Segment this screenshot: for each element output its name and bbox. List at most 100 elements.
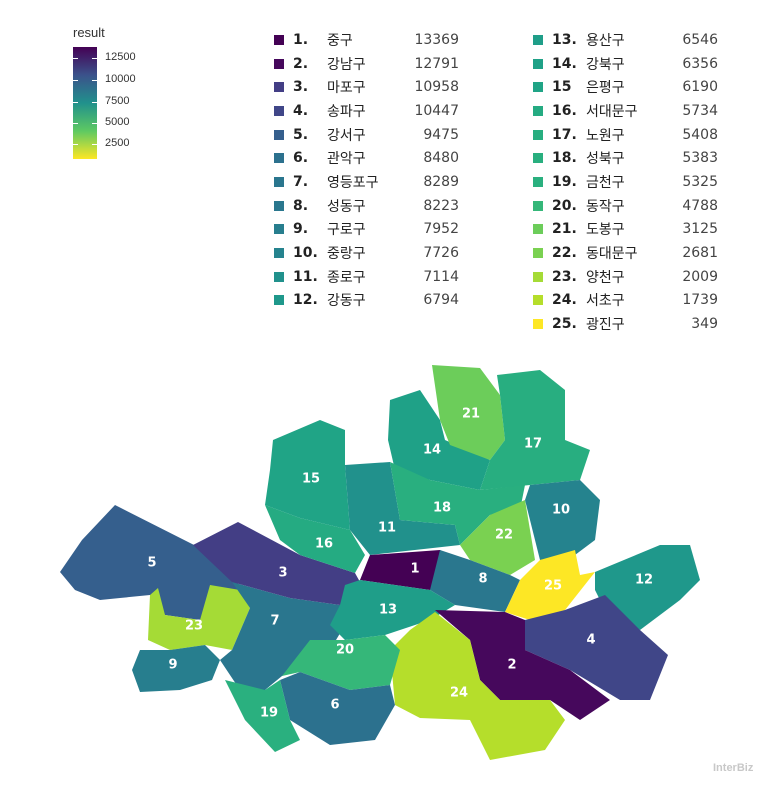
district-label: 19 bbox=[260, 706, 278, 721]
district-value: 7952 bbox=[423, 221, 459, 238]
ranking-row: 20. 동작구 4788 bbox=[533, 194, 718, 218]
district-name: 광진구 bbox=[586, 317, 625, 334]
district-25 bbox=[505, 550, 595, 620]
color-swatch bbox=[274, 82, 284, 93]
district-value: 8480 bbox=[423, 150, 459, 167]
district-label: 14 bbox=[423, 443, 441, 458]
district-label: 12 bbox=[635, 573, 653, 588]
district-label: 18 bbox=[433, 501, 451, 516]
rank-number: 10. bbox=[293, 245, 318, 262]
district-value: 2009 bbox=[682, 268, 718, 285]
color-swatch bbox=[533, 319, 543, 330]
district-6 bbox=[280, 672, 395, 745]
district-16 bbox=[265, 505, 365, 573]
district-value: 5383 bbox=[682, 150, 718, 167]
color-swatch bbox=[274, 200, 284, 211]
district-value: 1739 bbox=[682, 292, 718, 309]
district-label: 16 bbox=[315, 537, 333, 552]
district-name: 영등포구 bbox=[327, 174, 379, 191]
district-value: 7114 bbox=[423, 268, 459, 285]
rank-number: 20. bbox=[552, 197, 577, 214]
district-label: 25 bbox=[544, 579, 562, 594]
district-14 bbox=[388, 390, 490, 490]
district-name: 도봉구 bbox=[586, 222, 625, 239]
ranking-row: 7. 영등포구 8289 bbox=[274, 170, 459, 194]
colorbar-tick-label: 5000 bbox=[105, 116, 130, 128]
district-name: 마포구 bbox=[327, 80, 366, 97]
district-label: 9 bbox=[168, 658, 177, 673]
ranking-row: 14. 강북구 6356 bbox=[533, 52, 718, 76]
district-value: 13369 bbox=[414, 31, 459, 48]
district-value: 9475 bbox=[423, 126, 459, 143]
district-label: 17 bbox=[524, 437, 542, 452]
district-7 bbox=[220, 582, 345, 690]
ranking-row: 19. 금천구 5325 bbox=[533, 170, 718, 194]
district-label: 5 bbox=[147, 556, 156, 571]
district-label: 23 bbox=[185, 619, 203, 634]
district-label: 4 bbox=[586, 633, 595, 648]
district-name: 동작구 bbox=[586, 198, 625, 215]
district-24 bbox=[390, 612, 565, 760]
rank-number: 14. bbox=[552, 55, 577, 72]
district-name: 강동구 bbox=[327, 293, 366, 310]
rank-number: 17. bbox=[552, 126, 577, 143]
district-name: 서초구 bbox=[586, 293, 625, 310]
district-label: 2 bbox=[507, 658, 516, 673]
color-swatch bbox=[533, 105, 543, 116]
district-name: 종로구 bbox=[327, 269, 366, 286]
district-label: 10 bbox=[552, 503, 570, 518]
district-label: 20 bbox=[336, 643, 354, 658]
color-swatch bbox=[533, 295, 543, 306]
ranking-row: 5. 강서구 9475 bbox=[274, 123, 459, 147]
rank-number: 6. bbox=[293, 150, 309, 167]
district-value: 6794 bbox=[423, 292, 459, 309]
district-value: 5408 bbox=[682, 126, 718, 143]
district-name: 강북구 bbox=[586, 56, 625, 73]
color-swatch bbox=[274, 58, 284, 69]
color-swatch bbox=[533, 153, 543, 164]
district-name: 강남구 bbox=[327, 56, 366, 73]
ranking-row: 23. 양천구 2009 bbox=[533, 265, 718, 289]
ranking-row: 13. 용산구 6546 bbox=[533, 28, 718, 52]
district-label: 3 bbox=[278, 566, 287, 581]
district-name: 중랑구 bbox=[327, 246, 366, 263]
colorbar-tick-label: 2500 bbox=[105, 137, 130, 149]
district-label: 6 bbox=[330, 698, 339, 713]
ranking-row: 24. 서초구 1739 bbox=[533, 289, 718, 313]
district-2 bbox=[435, 610, 610, 720]
color-swatch bbox=[533, 248, 543, 259]
district-value: 349 bbox=[691, 316, 718, 333]
color-swatch bbox=[274, 176, 284, 187]
district-value: 4788 bbox=[682, 197, 718, 214]
ranking-row: 6. 관악구 8480 bbox=[274, 146, 459, 170]
color-swatch bbox=[533, 271, 543, 282]
district-value: 8223 bbox=[423, 197, 459, 214]
district-17 bbox=[480, 370, 590, 490]
rank-number: 13. bbox=[552, 31, 577, 48]
color-swatch bbox=[533, 176, 543, 187]
district-value: 6190 bbox=[682, 79, 718, 96]
district-20 bbox=[282, 635, 400, 690]
colorbar-tick-label: 12500 bbox=[105, 51, 136, 63]
district-11 bbox=[345, 462, 460, 555]
district-name: 은평구 bbox=[586, 80, 625, 97]
color-swatch bbox=[274, 129, 284, 140]
district-name: 노원구 bbox=[586, 127, 625, 144]
color-swatch bbox=[274, 153, 284, 164]
ranking-row: 1. 중구 13369 bbox=[274, 28, 459, 52]
district-name: 성동구 bbox=[327, 198, 366, 215]
district-name: 서대문구 bbox=[586, 103, 638, 120]
legend-title: result bbox=[73, 25, 105, 40]
district-value: 2681 bbox=[682, 245, 718, 262]
ranking-row: 25. 광진구 349 bbox=[533, 312, 718, 336]
ranking-row: 17. 노원구 5408 bbox=[533, 123, 718, 147]
ranking-list-left: 1. 중구 13369 2. 강남구 12791 3. 마포구 10958 4. 송파구 10447 5… bbox=[274, 28, 459, 312]
ranking-row: 12. 강동구 6794 bbox=[274, 289, 459, 313]
district-value: 12791 bbox=[414, 55, 459, 72]
rank-number: 1. bbox=[293, 31, 309, 48]
color-swatch bbox=[274, 248, 284, 259]
district-22 bbox=[460, 500, 535, 575]
color-swatch bbox=[274, 34, 284, 45]
ranking-row: 10. 중랑구 7726 bbox=[274, 241, 459, 265]
color-swatch bbox=[274, 105, 284, 116]
